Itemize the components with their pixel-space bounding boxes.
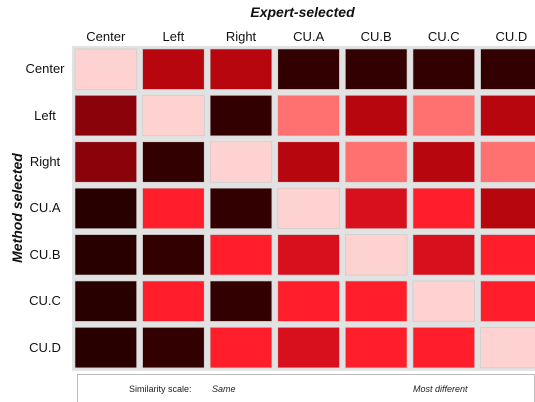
heatmap-cell (209, 280, 273, 322)
heatmap-cell (277, 187, 340, 229)
heatmap-cell (345, 234, 408, 276)
heatmap-cell (74, 95, 137, 137)
heatmap-cell (345, 95, 408, 137)
heatmap-cell (412, 280, 475, 322)
row-label: CU.A (29, 200, 61, 216)
column-label: CU.D (495, 29, 528, 44)
legend-high-label: Most different (413, 384, 468, 394)
row-label: Center (25, 61, 65, 77)
heatmap-cell (277, 327, 340, 369)
heatmap-cell (209, 327, 273, 369)
heatmap-cell (345, 280, 408, 322)
row-label: CU.D (29, 339, 61, 355)
heatmap-cell (142, 141, 205, 183)
heatmap-cell (412, 327, 475, 369)
heatmap-cell (480, 327, 535, 369)
legend (77, 374, 535, 402)
heatmap-cell (480, 280, 535, 322)
column-label: CU.B (360, 29, 392, 44)
row-label: Left (34, 107, 56, 123)
heatmap-cell (480, 48, 535, 90)
legend-label: Similarity scale: (129, 384, 192, 394)
legend-low-label: Same (212, 384, 236, 394)
heatmap-cell (345, 141, 408, 183)
heatmap-cell (209, 234, 273, 276)
heatmap-cell (277, 141, 340, 183)
row-label: CU.B (29, 246, 61, 262)
heatmap-cell (412, 141, 475, 183)
row-label: Right (29, 154, 61, 169)
heatmap-cell (209, 48, 273, 90)
heatmap-cell (142, 327, 205, 369)
column-label: Right (225, 29, 257, 44)
row-label: CU.C (29, 293, 61, 309)
heatmap-cell (209, 95, 273, 137)
heatmap-cell (480, 141, 535, 183)
heatmap-cell (142, 187, 205, 229)
heatmap-cell (74, 48, 137, 90)
heatmap-cell (345, 187, 408, 229)
column-label: Left (162, 29, 185, 44)
heatmap-cell (412, 234, 475, 276)
column-label: CU.C (427, 29, 460, 44)
heatmap-cell (345, 327, 408, 369)
heatmap-cell (277, 234, 340, 276)
heatmap-cell (142, 234, 205, 276)
heatmap-cell (209, 187, 273, 229)
heatmap-cell (142, 95, 205, 137)
x-axis-title: Expert-selected (250, 4, 355, 20)
heatmap-cell (412, 95, 475, 137)
heatmap-cell (345, 48, 408, 90)
heatmap-cell (74, 280, 137, 322)
heatmap-cell (480, 187, 535, 229)
heatmap-cell (480, 95, 535, 137)
heatmap-cell (74, 187, 137, 229)
heatmap-cell (480, 234, 535, 276)
heatmap-cell (412, 48, 475, 90)
heatmap-cell (277, 95, 340, 137)
heatmap-cell (74, 234, 137, 276)
heatmap-cell (412, 187, 475, 229)
heatmap-cell (74, 141, 137, 183)
heatmap-cell (277, 280, 340, 322)
heatmap-cell (209, 141, 273, 183)
heatmap-cell (142, 48, 205, 90)
heatmap-cell (74, 327, 137, 369)
column-label: Center (86, 29, 126, 44)
heatmap-cell (142, 280, 205, 322)
column-label: CU.A (293, 29, 325, 44)
heatmap-cell (277, 48, 340, 90)
